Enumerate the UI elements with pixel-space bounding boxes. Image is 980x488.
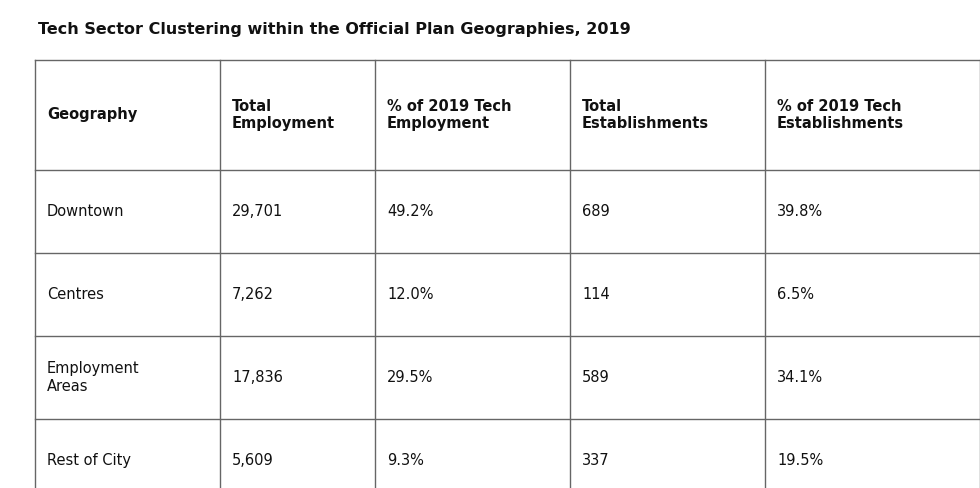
Text: 589: 589 (582, 370, 610, 385)
Text: 29.5%: 29.5% (387, 370, 433, 385)
Text: 39.8%: 39.8% (777, 204, 823, 219)
Text: 7,262: 7,262 (232, 287, 274, 302)
Text: Centres: Centres (47, 287, 104, 302)
Text: Employment
Areas: Employment Areas (47, 361, 139, 394)
Text: Total
Establishments: Total Establishments (582, 99, 710, 131)
Text: 12.0%: 12.0% (387, 287, 433, 302)
Text: 9.3%: 9.3% (387, 453, 424, 468)
Text: 114: 114 (582, 287, 610, 302)
Text: 6.5%: 6.5% (777, 287, 814, 302)
Text: 689: 689 (582, 204, 610, 219)
Text: 34.1%: 34.1% (777, 370, 823, 385)
Text: 29,701: 29,701 (232, 204, 283, 219)
Text: 337: 337 (582, 453, 610, 468)
Text: 19.5%: 19.5% (777, 453, 823, 468)
Text: 17,836: 17,836 (232, 370, 283, 385)
Text: 49.2%: 49.2% (387, 204, 433, 219)
Text: Downtown: Downtown (47, 204, 124, 219)
Text: Total
Employment: Total Employment (232, 99, 335, 131)
Text: % of 2019 Tech
Employment: % of 2019 Tech Employment (387, 99, 512, 131)
Text: % of 2019 Tech
Establishments: % of 2019 Tech Establishments (777, 99, 905, 131)
Text: Geography: Geography (47, 107, 137, 122)
Text: Rest of City: Rest of City (47, 453, 131, 468)
Text: Tech Sector Clustering within the Official Plan Geographies, 2019: Tech Sector Clustering within the Offici… (38, 22, 631, 37)
Text: 5,609: 5,609 (232, 453, 273, 468)
